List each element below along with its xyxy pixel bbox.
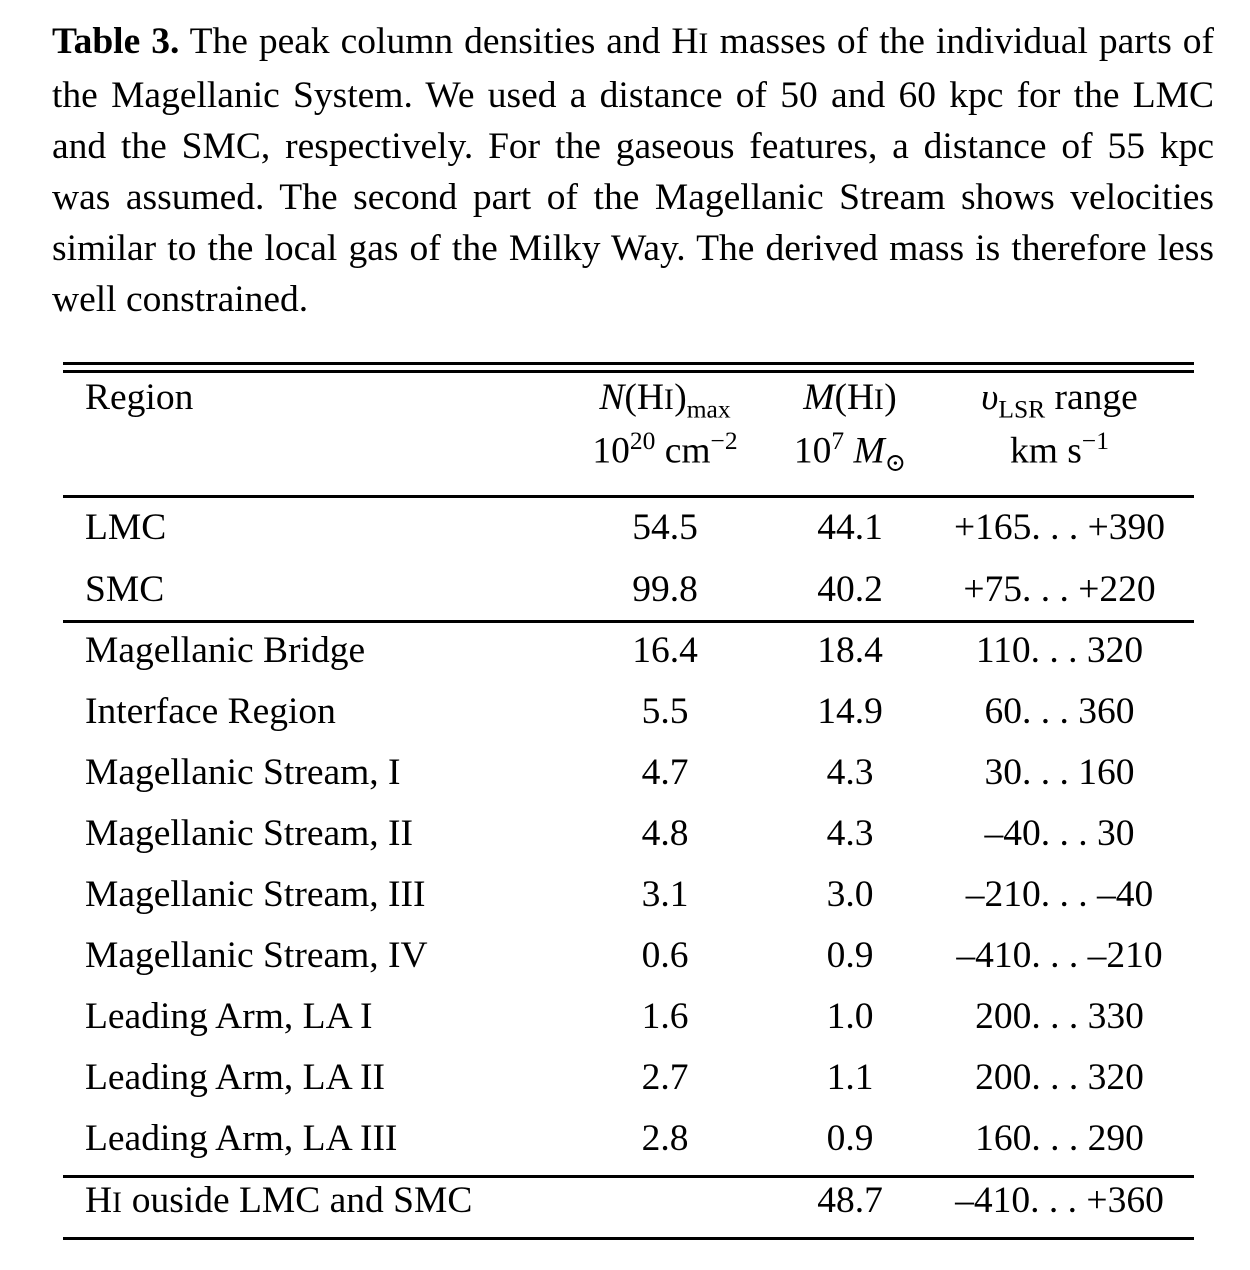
header-region-unit: [63, 426, 555, 496]
cell-n-hi: 0.6: [641, 935, 689, 976]
cell-region: Leading Arm, LA I: [85, 996, 373, 1037]
cell-n-hi: 16.4: [632, 630, 698, 671]
cell-region: Magellanic Stream, IV: [85, 935, 428, 976]
table-row: SMC 99.8 40.2 +75. . . +220: [63, 558, 1194, 620]
table-row: LMC 54.5 44.1 +165. . . +390: [63, 496, 1194, 558]
cell-region: Magellanic Stream, III: [85, 874, 426, 915]
cell-region: HI ouside LMC and SMC: [85, 1179, 473, 1221]
cell-m-hi: 14.9: [817, 691, 883, 732]
summary-row: HI ouside LMC and SMC 48.7 –410. . . +36…: [63, 1169, 1194, 1231]
header-row-1: Region N(HI)max M(HI) υLSR range: [63, 362, 1194, 426]
table-row: Leading Arm, LA I 1.6 1.0 200. . . 330: [63, 986, 1194, 1047]
table-row: Magellanic Stream, I 4.7 4.3 30. . . 160: [63, 742, 1194, 803]
cell-m-hi: 0.9: [826, 1118, 874, 1159]
cell-region: SMC: [85, 568, 165, 610]
summary-rule: [63, 1175, 1194, 1178]
caption-text-2: masses of the individual parts of the Ma…: [52, 21, 1214, 320]
table-row: Leading Arm, LA II 2.7 1.1 200. . . 320: [63, 1047, 1194, 1108]
cell-region: Leading Arm, LA II: [85, 1057, 385, 1098]
cell-v-range: –410. . . +360: [955, 1179, 1164, 1221]
cell-v-range: 160. . . 290: [975, 1118, 1144, 1159]
table-row: Magellanic Stream, II 4.8 4.3 –40. . . 30: [63, 803, 1194, 864]
table-caption: Table 3. The peak column densities and H…: [52, 16, 1214, 325]
table-row: Magellanic Stream, IV 0.6 0.9 –410. . . –21…: [63, 925, 1194, 986]
cell-m-hi: 40.2: [817, 568, 883, 610]
table-row: Magellanic Bridge 16.4 18.4 110. . . 320: [63, 620, 1194, 681]
header-n-hi: N(HI)max: [599, 377, 731, 424]
cell-region: Interface Region: [85, 691, 336, 732]
top-rule-2: [63, 370, 1194, 373]
table-label: Table 3.: [52, 21, 180, 62]
header-v-lsr: υLSR range: [981, 377, 1138, 424]
table-grid: Region N(HI)max M(HI) υLSR range 1020 cm…: [63, 362, 1194, 1231]
table-row: Magellanic Stream, III 3.1 3.0 –210. . . –4…: [63, 864, 1194, 925]
cell-m-hi: 48.7: [817, 1179, 883, 1221]
cell-region: LMC: [85, 506, 167, 548]
top-rule-1: [63, 362, 1194, 365]
cell-v-range: 30. . . 160: [984, 752, 1135, 793]
header-row-units: 1020 cm−2 107 M⊙ km s−1: [63, 426, 1194, 496]
cell-m-hi: 1.1: [826, 1057, 874, 1098]
cell-n-hi: 3.1: [641, 874, 689, 915]
cell-m-hi: 0.9: [826, 935, 874, 976]
cell-m-hi: 4.3: [826, 752, 874, 793]
header-m-unit: 107 M⊙: [793, 426, 907, 477]
group-rule: [63, 620, 1194, 623]
cell-region: Magellanic Stream, II: [85, 813, 413, 854]
cell-n-hi: 4.7: [641, 752, 689, 793]
cell-region: Leading Arm, LA III: [85, 1118, 398, 1159]
cell-m-hi: 4.3: [826, 813, 874, 854]
cell-v-range: –210. . . –40: [965, 874, 1154, 915]
header-m-hi: M(HI): [803, 377, 897, 418]
table-row: Leading Arm, LA III 2.8 0.9 160. . . 290: [63, 1108, 1194, 1169]
cell-region: Magellanic Bridge: [85, 630, 366, 671]
caption-hi-roman: I: [698, 28, 709, 60]
cell-v-range: 200. . . 330: [975, 996, 1144, 1037]
cell-n-hi: 2.7: [641, 1057, 689, 1098]
header-region: Region: [85, 377, 194, 418]
cell-v-range: +75. . . +220: [963, 568, 1156, 610]
header-n-unit: 1020 cm−2: [592, 426, 738, 472]
cell-v-range: 200. . . 320: [975, 1057, 1144, 1098]
cell-n-hi: 4.8: [641, 813, 689, 854]
header-rule: [63, 495, 1194, 498]
cell-v-range: –410. . . –210: [956, 935, 1163, 976]
table-row: Interface Region 5.5 14.9 60. . . 360: [63, 681, 1194, 742]
cell-m-hi: 1.0: [826, 996, 874, 1037]
cell-v-range: 60. . . 360: [984, 691, 1135, 732]
cell-m-hi: 18.4: [817, 630, 883, 671]
bottom-rule: [63, 1237, 1194, 1240]
cell-m-hi: 44.1: [817, 506, 883, 548]
cell-n-hi: 54.5: [632, 506, 698, 548]
cell-v-range: +165. . . +390: [953, 506, 1166, 548]
cell-v-range: 110. . . 320: [975, 630, 1144, 671]
cell-n-hi: 2.8: [641, 1118, 689, 1159]
cell-n-hi: 5.5: [641, 691, 689, 732]
cell-n-hi: [555, 1169, 775, 1231]
cell-n-hi: 99.8: [632, 568, 698, 610]
cell-v-range: –40. . . 30: [984, 813, 1135, 854]
cell-m-hi: 3.0: [826, 874, 874, 915]
cell-n-hi: 1.6: [641, 996, 689, 1037]
cell-region: Magellanic Stream, I: [85, 752, 401, 793]
header-v-unit: km s−1: [1009, 426, 1110, 472]
caption-text-1: The peak column densities and H: [179, 21, 699, 62]
